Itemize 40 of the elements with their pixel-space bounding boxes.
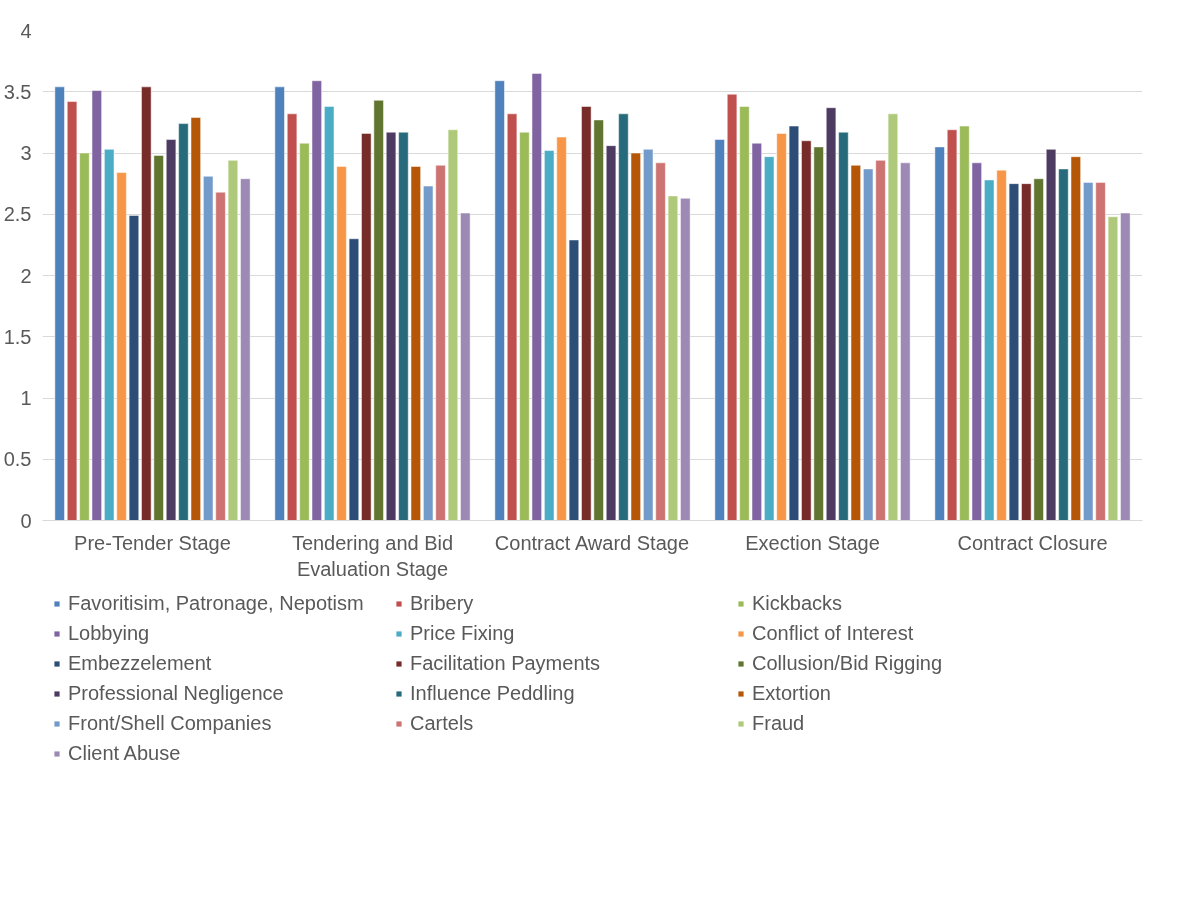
y-tick-label: 3 <box>20 142 32 164</box>
bar <box>240 178 251 521</box>
legend-label: Collusion/Bid Rigging <box>752 650 944 676</box>
legend-label: Influence Peddling <box>410 680 576 706</box>
x-tick-label: Contract Award Stage <box>494 531 690 554</box>
y-tick-label: 2 <box>20 264 32 287</box>
y-tick-label: 4 <box>20 19 32 42</box>
legend-label: Cartels <box>410 710 475 736</box>
bar <box>1120 212 1131 521</box>
legend-label: Extortion <box>752 680 832 706</box>
bar <box>460 212 471 521</box>
legend-label: Conflict of Interest <box>752 620 915 646</box>
x-tick-label: Pre-Tender Stage <box>74 531 231 554</box>
y-tick-label: 1 <box>20 387 32 409</box>
y-tick-label: 2.5 <box>3 203 32 226</box>
bar <box>54 86 65 521</box>
legend-label: Professional Negligence <box>68 680 285 706</box>
legend-label: Favoritisim, Patronage, Nepotism <box>68 590 365 616</box>
bar <box>274 86 285 521</box>
legend-label: Fraud <box>752 710 806 736</box>
legend-label: Front/Shell Companies <box>68 710 273 736</box>
legend-label: Client Abuse <box>68 740 182 766</box>
legend-label: Lobbying <box>68 620 151 646</box>
y-tick-label: 1.5 <box>3 325 32 348</box>
x-tick-label: Tendering and Bid Evaluation Stage <box>291 531 454 580</box>
bar <box>900 162 911 521</box>
legend-label: Facilitation Payments <box>410 650 602 676</box>
x-tick-label: Exection Stage <box>745 531 880 554</box>
y-tick-label: 3.5 <box>3 80 32 103</box>
bar <box>680 198 691 521</box>
legend-label: Bribery <box>410 590 475 616</box>
legend-label: Price Fixing <box>410 620 516 646</box>
y-tick-label: 0 <box>20 509 32 532</box>
legend-label: Kickbacks <box>752 590 844 616</box>
y-tick-label: 0.5 <box>3 448 32 471</box>
bar <box>934 146 945 521</box>
bar <box>714 139 725 521</box>
legend-label: Embezzelement <box>68 650 213 676</box>
bar <box>494 80 505 521</box>
x-tick-label: Contract Closure <box>957 531 1108 554</box>
